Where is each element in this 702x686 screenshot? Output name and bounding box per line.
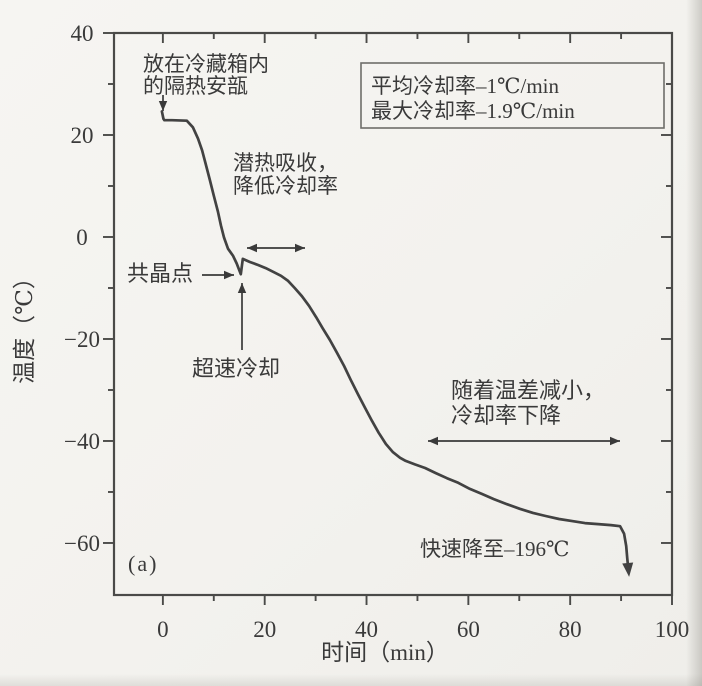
subfigure-label: (a) [128, 551, 158, 576]
temp-diff-note: 冷却率下降 [451, 403, 561, 428]
cooling-rate-box-line: 最大冷却率–1.9℃/min [371, 99, 575, 123]
y-tick-label: 0 [76, 225, 88, 250]
x-tick-label: 0 [157, 617, 169, 642]
supercooling-label: 超速冷却 [192, 356, 280, 381]
plot-frame [112, 31, 674, 597]
ampoule-note: 放在冷藏箱内 [143, 52, 269, 76]
latent-heat-note: 潜热吸收， [233, 151, 338, 175]
supercooling-arrow-head [237, 283, 247, 293]
latent-heat-note: 降低冷却率 [233, 174, 338, 198]
temp-diff-range-arrow-head-start [428, 436, 438, 446]
latent-range-arrow-head-start [247, 243, 257, 253]
eutectic-point-label: 共晶点 [127, 261, 193, 286]
rapid-cooling-label: 快速降至–196℃ [420, 537, 570, 561]
cooling-rate-box [360, 62, 665, 129]
cooling-rate-box-line: 平均冷却率–1℃/min [371, 74, 559, 98]
temp-diff-note: 随着温差减小， [451, 378, 605, 403]
x-tick-label: 100 [655, 617, 690, 642]
x-tick-label: 40 [355, 617, 378, 642]
ampoule-arrow-head [158, 101, 168, 111]
x-tick-label: 60 [457, 617, 480, 642]
x-tick-label: 20 [253, 617, 276, 642]
latent-range-arrow-head [295, 243, 305, 253]
y-tick-label: −20 [64, 327, 100, 352]
y-tick-label: 20 [71, 123, 94, 148]
curve-end-arrowhead [622, 562, 634, 577]
temperature-curve [160, 110, 630, 570]
ampoule-note: 的隔热安瓿 [143, 74, 248, 98]
y-tick-label: −60 [64, 531, 100, 556]
temp-diff-range-arrow-head [610, 436, 620, 446]
x-axis-title: 时间（min） [321, 640, 449, 665]
y-axis-title: 温度（℃） [12, 266, 37, 384]
y-tick-label: 40 [71, 21, 94, 46]
y-tick-label: −40 [64, 429, 100, 454]
eutectic-arrow-head [224, 270, 234, 280]
x-tick-label: 80 [559, 617, 582, 642]
